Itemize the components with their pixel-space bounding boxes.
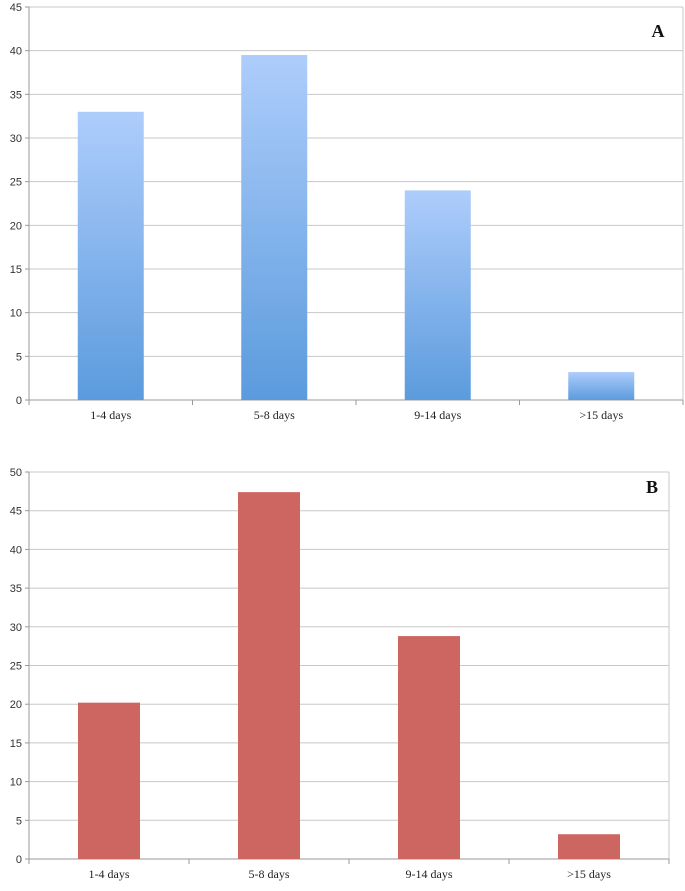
chart-a-category-label: 1-4 days xyxy=(90,408,131,422)
chart-a-bar-4 xyxy=(568,372,635,400)
chart-a-ytick-label: 35 xyxy=(10,89,22,101)
chart-a-ytick-label: 45 xyxy=(10,2,22,14)
chart-a-ytick-label: 5 xyxy=(16,351,22,363)
chart-b-ytick-label: 5 xyxy=(16,815,22,827)
chart-a-ytick-label: 20 xyxy=(10,220,22,232)
chart-a-ytick-label: 40 xyxy=(10,46,22,58)
chart-a-bar-3 xyxy=(404,190,471,400)
chart-b-category-label: >15 days xyxy=(567,867,611,881)
chart-a-ytick-label: 0 xyxy=(16,395,22,407)
chart-b-ytick-label: 35 xyxy=(10,583,22,595)
chart-b-ytick-label: 30 xyxy=(10,622,22,634)
panel-label-b: B xyxy=(646,477,658,497)
chart-b-category-label: 1-4 days xyxy=(89,867,130,881)
chart-b-category-label: 9-14 days xyxy=(406,867,453,881)
chart-b-bar-4 xyxy=(558,834,620,859)
chart-b-bar-1 xyxy=(78,702,140,859)
chart-b-ytick-label: 20 xyxy=(10,699,22,711)
chart-a-bar-2 xyxy=(241,55,308,401)
chart-b: 0 5 10 15 20 25 30 35 40 45 50 1-4 days 5-8 days 9-14… xyxy=(10,467,670,881)
chart-b-ytick-label: 45 xyxy=(10,506,22,518)
chart-b-bar-3 xyxy=(398,636,460,859)
chart-b-ytick-label: 40 xyxy=(10,544,22,556)
chart-b-category-label: 5-8 days xyxy=(249,867,290,881)
chart-a-category-label: 5-8 days xyxy=(254,408,295,422)
chart-b-ytick-label: 50 xyxy=(10,467,22,479)
chart-a-ytick-label: 30 xyxy=(10,133,22,145)
chart-a-ytick-label: 25 xyxy=(10,177,22,189)
chart-b-bar-2 xyxy=(238,492,300,859)
chart-a-bar-1 xyxy=(77,111,144,401)
chart-a-category-label: >15 days xyxy=(579,408,623,422)
chart-a-category-label: 9-14 days xyxy=(414,408,461,422)
chart-a-ytick-label: 10 xyxy=(10,308,22,320)
chart-b-ytick-label: 10 xyxy=(10,777,22,789)
chart-b-ytick-label: 15 xyxy=(10,738,22,750)
chart-a-ytick-label: 15 xyxy=(10,264,22,276)
chart-b-ytick-label: 0 xyxy=(16,854,22,866)
chart-a: 0 5 10 15 20 25 30 35 40 45 1-4 days 5-8 days 9-14 d… xyxy=(10,2,684,422)
panel-label-a: A xyxy=(652,21,665,41)
chart-b-ytick-label: 25 xyxy=(10,661,22,673)
